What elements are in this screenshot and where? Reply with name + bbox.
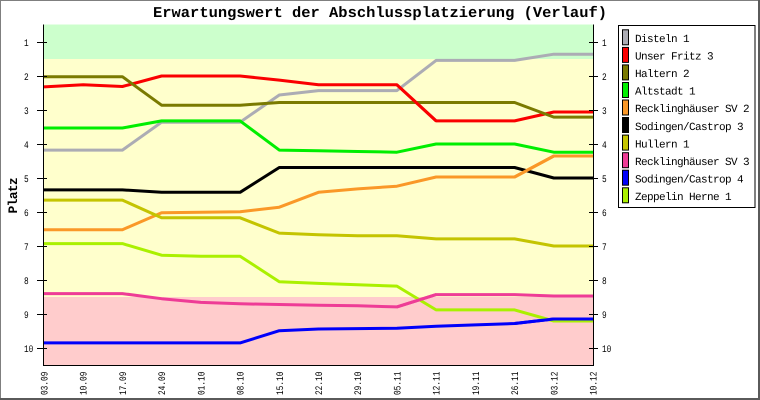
svg-text:05.11: 05.11 [393, 372, 404, 395]
svg-text:Recklinghäuser SV 2: Recklinghäuser SV 2 [635, 104, 749, 116]
svg-text:1: 1 [602, 39, 607, 50]
svg-text:7: 7 [24, 243, 29, 254]
svg-text:Hullern 1: Hullern 1 [635, 139, 690, 151]
svg-text:08.10: 08.10 [237, 372, 248, 395]
svg-text:10.09: 10.09 [80, 372, 91, 395]
svg-text:9: 9 [24, 311, 29, 322]
svg-text:6: 6 [602, 209, 607, 220]
svg-text:Haltern 2: Haltern 2 [635, 69, 689, 81]
svg-text:5: 5 [602, 175, 607, 186]
svg-text:22.10: 22.10 [315, 372, 326, 395]
svg-text:15.10: 15.10 [276, 372, 287, 395]
svg-text:6: 6 [24, 209, 29, 220]
svg-text:3: 3 [602, 107, 607, 118]
svg-text:3: 3 [24, 107, 29, 118]
svg-text:17.09: 17.09 [119, 372, 130, 395]
svg-text:03.12: 03.12 [550, 372, 561, 395]
svg-text:5: 5 [24, 175, 29, 186]
svg-text:Recklinghäuser SV 3: Recklinghäuser SV 3 [635, 157, 749, 169]
svg-text:10: 10 [602, 345, 611, 356]
svg-text:2: 2 [24, 73, 29, 84]
svg-text:19.11: 19.11 [472, 372, 483, 395]
svg-text:4: 4 [602, 141, 607, 152]
svg-text:03.09: 03.09 [41, 372, 52, 395]
svg-text:Altstadt 1: Altstadt 1 [635, 87, 696, 99]
svg-text:12.11: 12.11 [433, 372, 444, 395]
svg-text:Erwartungswert der Abschlusspl: Erwartungswert der Abschlussplatzierung … [153, 5, 607, 22]
svg-text:1: 1 [24, 39, 29, 50]
svg-text:26.11: 26.11 [511, 372, 522, 395]
svg-text:Zeppelin Herne 1: Zeppelin Herne 1 [635, 192, 732, 204]
svg-text:9: 9 [602, 311, 607, 322]
svg-text:Unser Fritz 3: Unser Fritz 3 [635, 52, 713, 64]
svg-text:Platz: Platz [6, 178, 21, 214]
svg-text:8: 8 [602, 277, 607, 288]
svg-text:Sodingen/Castrop 4: Sodingen/Castrop 4 [635, 174, 744, 186]
svg-text:7: 7 [602, 243, 607, 254]
svg-text:Disteln 1: Disteln 1 [635, 34, 690, 46]
svg-text:4: 4 [24, 141, 29, 152]
svg-text:10: 10 [24, 345, 33, 356]
svg-text:01.10: 01.10 [197, 372, 208, 395]
svg-text:2: 2 [602, 73, 607, 84]
svg-text:29.10: 29.10 [354, 372, 365, 395]
svg-text:10.12: 10.12 [590, 372, 601, 395]
svg-text:24.09: 24.09 [158, 372, 169, 395]
svg-text:8: 8 [24, 277, 29, 288]
svg-text:Sodingen/Castrop 3: Sodingen/Castrop 3 [635, 122, 743, 134]
